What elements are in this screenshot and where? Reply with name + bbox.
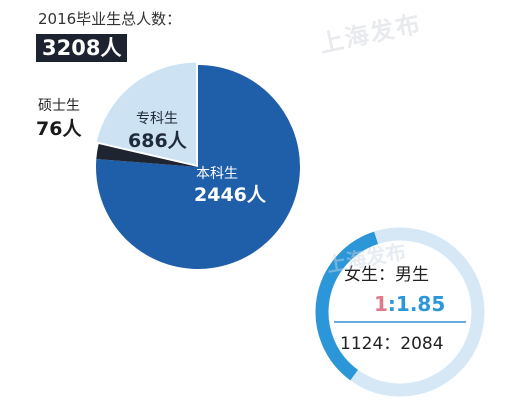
gender-ratio-value: 1:1.85	[374, 292, 445, 316]
gender-ratio-rest: :1.85	[388, 292, 445, 316]
label-benke-name: 本科生	[196, 166, 238, 182]
ring-arc-female	[315, 231, 379, 381]
label-zhuanke-name: 专科生	[136, 111, 178, 127]
gender-counts: 1124：2084	[340, 334, 444, 354]
label-zhuanke-value: 686人	[128, 130, 188, 152]
label-benke-value: 2446人	[194, 184, 267, 206]
gender-ratio-one: 1	[374, 292, 388, 316]
gender-ratio-title: 女生：男生	[344, 265, 429, 285]
total-graduates-label: 2016毕业生总人数：	[38, 10, 182, 28]
education-pie	[95, 62, 300, 269]
total-graduates-value: 3208人	[36, 34, 128, 62]
ring-background	[314, 226, 486, 398]
label-shuoshi-value: 76人	[36, 118, 82, 140]
pie-slice-shuoshi	[96, 144, 198, 167]
gender-ring	[314, 226, 486, 398]
label-shuoshi-name: 硕士生	[38, 98, 80, 114]
pie-slice-benke	[95, 65, 300, 269]
pie-slice-zhuanke	[96, 62, 197, 165]
